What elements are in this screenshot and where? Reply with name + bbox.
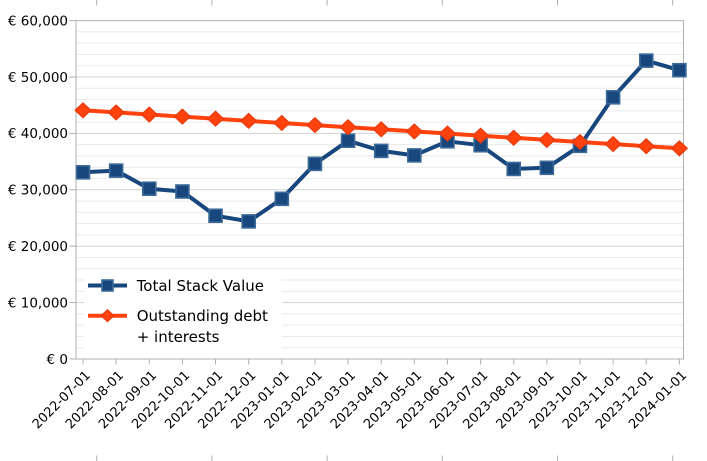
diamond-marker [438, 125, 457, 142]
legend-label: + interests [137, 328, 220, 346]
y-tick-label: € 10,000 [8, 295, 68, 311]
diamond-marker [74, 102, 92, 119]
square-marker [208, 208, 223, 224]
diamond-marker [339, 119, 357, 136]
diamond-marker [670, 140, 689, 157]
y-tick-label: € 0 [47, 352, 68, 368]
y-tick-label: € 60,000 [8, 13, 68, 29]
legend-item-total-stack-value: Total Stack Value [88, 277, 264, 295]
square-marker [307, 156, 323, 172]
diamond-marker [538, 131, 556, 149]
square-marker [605, 90, 621, 105]
legend: Total Stack Value Outstanding debt + inter… [84, 271, 282, 351]
square-marker [274, 191, 290, 207]
square-marker [101, 279, 114, 292]
y-tick-label: € 30,000 [8, 183, 68, 199]
diamond-marker [604, 135, 622, 153]
diamond-marker [571, 133, 589, 151]
diamond-marker [504, 129, 523, 146]
diamond-marker [100, 309, 115, 323]
diamond-marker [471, 127, 490, 144]
square-marker [75, 165, 91, 180]
diamond-marker [273, 114, 291, 132]
diamond-marker [637, 138, 655, 155]
square-marker [672, 62, 687, 78]
square-marker [141, 181, 157, 196]
series-outstanding-debt-interests [74, 102, 689, 157]
diamond-marker [372, 121, 390, 138]
square-marker [241, 214, 256, 229]
y-tick-label: € 20,000 [8, 239, 68, 255]
diamond-marker [239, 112, 258, 130]
square-marker [175, 184, 190, 199]
diamond-marker [206, 110, 225, 127]
square-marker [638, 53, 654, 68]
legend-item-outstanding-debt-interests: Outstanding debt + interests [88, 307, 268, 346]
square-marker [340, 133, 356, 149]
square-marker [407, 148, 422, 163]
diamond-marker [140, 106, 158, 123]
diamond-marker [405, 123, 424, 140]
legend-label: Total Stack Value [136, 277, 264, 295]
diamond-marker [107, 104, 125, 121]
square-marker [539, 160, 555, 176]
diamond-marker [306, 116, 324, 134]
square-marker [506, 161, 522, 177]
diamond-marker [173, 108, 192, 125]
legend-label: Outstanding debt [137, 307, 268, 325]
square-marker [373, 143, 389, 159]
y-tick-label: € 40,000 [8, 126, 68, 142]
y-tick-label: € 50,000 [8, 70, 68, 86]
square-marker [108, 163, 124, 178]
